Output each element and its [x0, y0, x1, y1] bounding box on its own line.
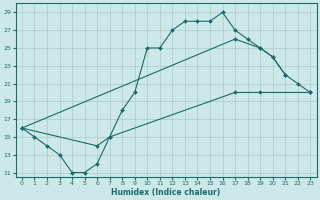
X-axis label: Humidex (Indice chaleur): Humidex (Indice chaleur)	[111, 188, 221, 197]
